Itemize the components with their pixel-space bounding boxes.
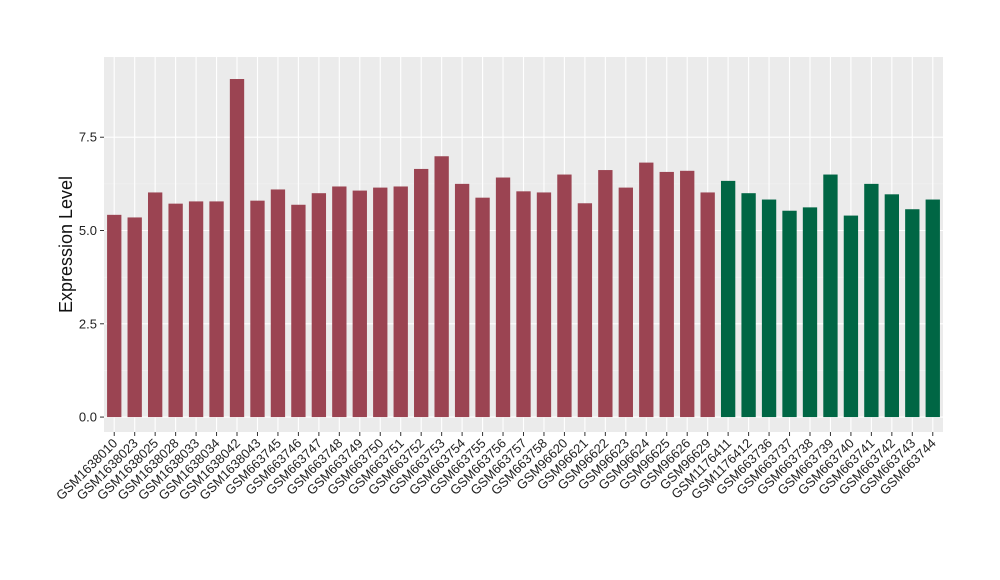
bar-GSM96624 [639,162,654,418]
bar-GSM663742 [884,194,900,418]
y-axis: 0.0 2.5 5.0 7.5 [79,130,104,425]
bar-GSM96629 [700,192,715,418]
bar-GSM96626 [680,170,695,418]
bar-GSM663750 [373,187,388,418]
bar-GSM663741 [864,183,879,418]
bar-GSM96620 [557,174,572,418]
bar-GSM663744 [925,199,940,418]
bar-GSM1638042 [229,79,245,418]
bar-GSM663752 [414,168,429,418]
bar-GSM1638025 [147,192,163,418]
bar-GSM663749 [352,190,367,418]
y-tick-label: 7.5 [79,130,97,145]
bar-GSM663738 [802,207,818,418]
bar-GSM1176412 [741,193,756,418]
bar-GSM1638023 [127,217,142,418]
bar-GSM663751 [393,186,408,418]
bar-GSM1638034 [209,201,224,418]
bar-GSM663737 [782,210,797,418]
y-tick-label: 0.0 [79,410,97,425]
bar-GSM663758 [536,192,552,418]
bar-GSM663756 [495,177,511,418]
bar-GSM96623 [618,187,633,418]
x-axis: GSM1638010GSM1638023GSM1638025GSM1638028… [53,432,939,503]
bar-GSM663736 [761,199,777,418]
bar-GSM663755 [475,197,490,418]
y-tick-label: 2.5 [79,316,97,331]
bar-GSM1638043 [250,200,265,418]
bar-GSM663748 [332,186,347,418]
bar-GSM1638010 [107,214,122,418]
bar-GSM663745 [270,189,286,418]
bar-GSM96621 [577,203,593,418]
bars [107,79,940,418]
y-axis-title: Expression Level [56,176,76,313]
bar-GSM663754 [454,183,470,418]
bar-GSM1638033 [188,201,204,418]
bar-GSM663740 [843,215,859,418]
bar-GSM96625 [659,171,674,418]
bar-GSM96622 [598,170,613,418]
bar-GSM663753 [434,156,449,418]
bar-GSM663747 [311,193,327,418]
bar-GSM1176411 [720,180,736,418]
y-tick-label: 5.0 [79,223,97,238]
bar-GSM663739 [823,174,838,418]
bar-GSM663743 [905,209,920,418]
bar-GSM663757 [516,191,531,418]
bar-GSM1638028 [168,203,183,418]
bar-GSM663746 [291,204,306,418]
